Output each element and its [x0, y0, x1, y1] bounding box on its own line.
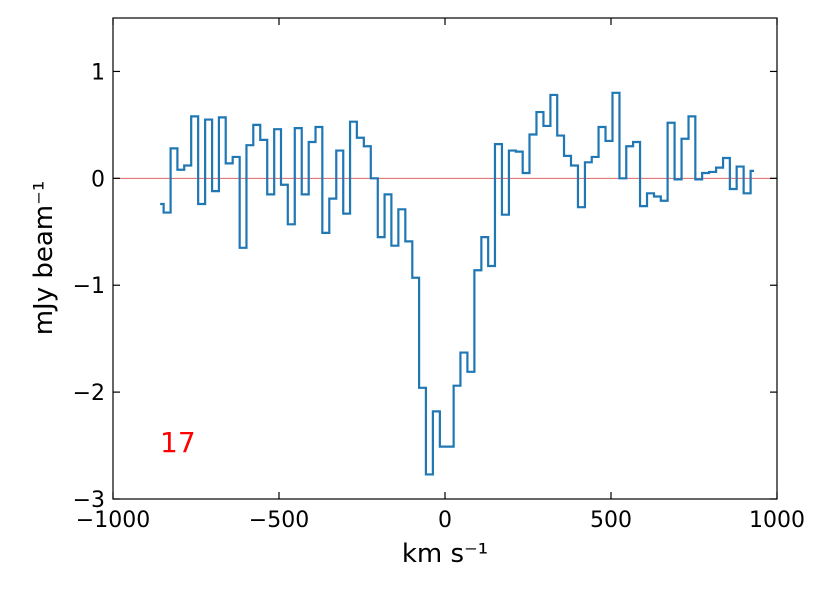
- x-tick-label: −1000: [76, 508, 150, 533]
- x-tick-label: 500: [590, 508, 632, 533]
- y-tick-label: −3: [73, 488, 105, 513]
- annotation: 17: [160, 426, 196, 459]
- x-tick-label: 0: [438, 508, 452, 533]
- y-tick-label: −1: [73, 274, 105, 299]
- y-tick-label: 0: [91, 167, 105, 192]
- x-axis-label: km s⁻¹: [402, 539, 488, 569]
- y-tick-label: −2: [73, 381, 105, 406]
- x-tick-label: −500: [249, 508, 309, 533]
- x-tick-label: 1000: [749, 508, 805, 533]
- step-line: [160, 91, 755, 476]
- plot-frame: [112, 17, 778, 500]
- y-axis-label: mJy beam⁻¹: [29, 181, 59, 336]
- y-tick-label: 1: [91, 60, 105, 85]
